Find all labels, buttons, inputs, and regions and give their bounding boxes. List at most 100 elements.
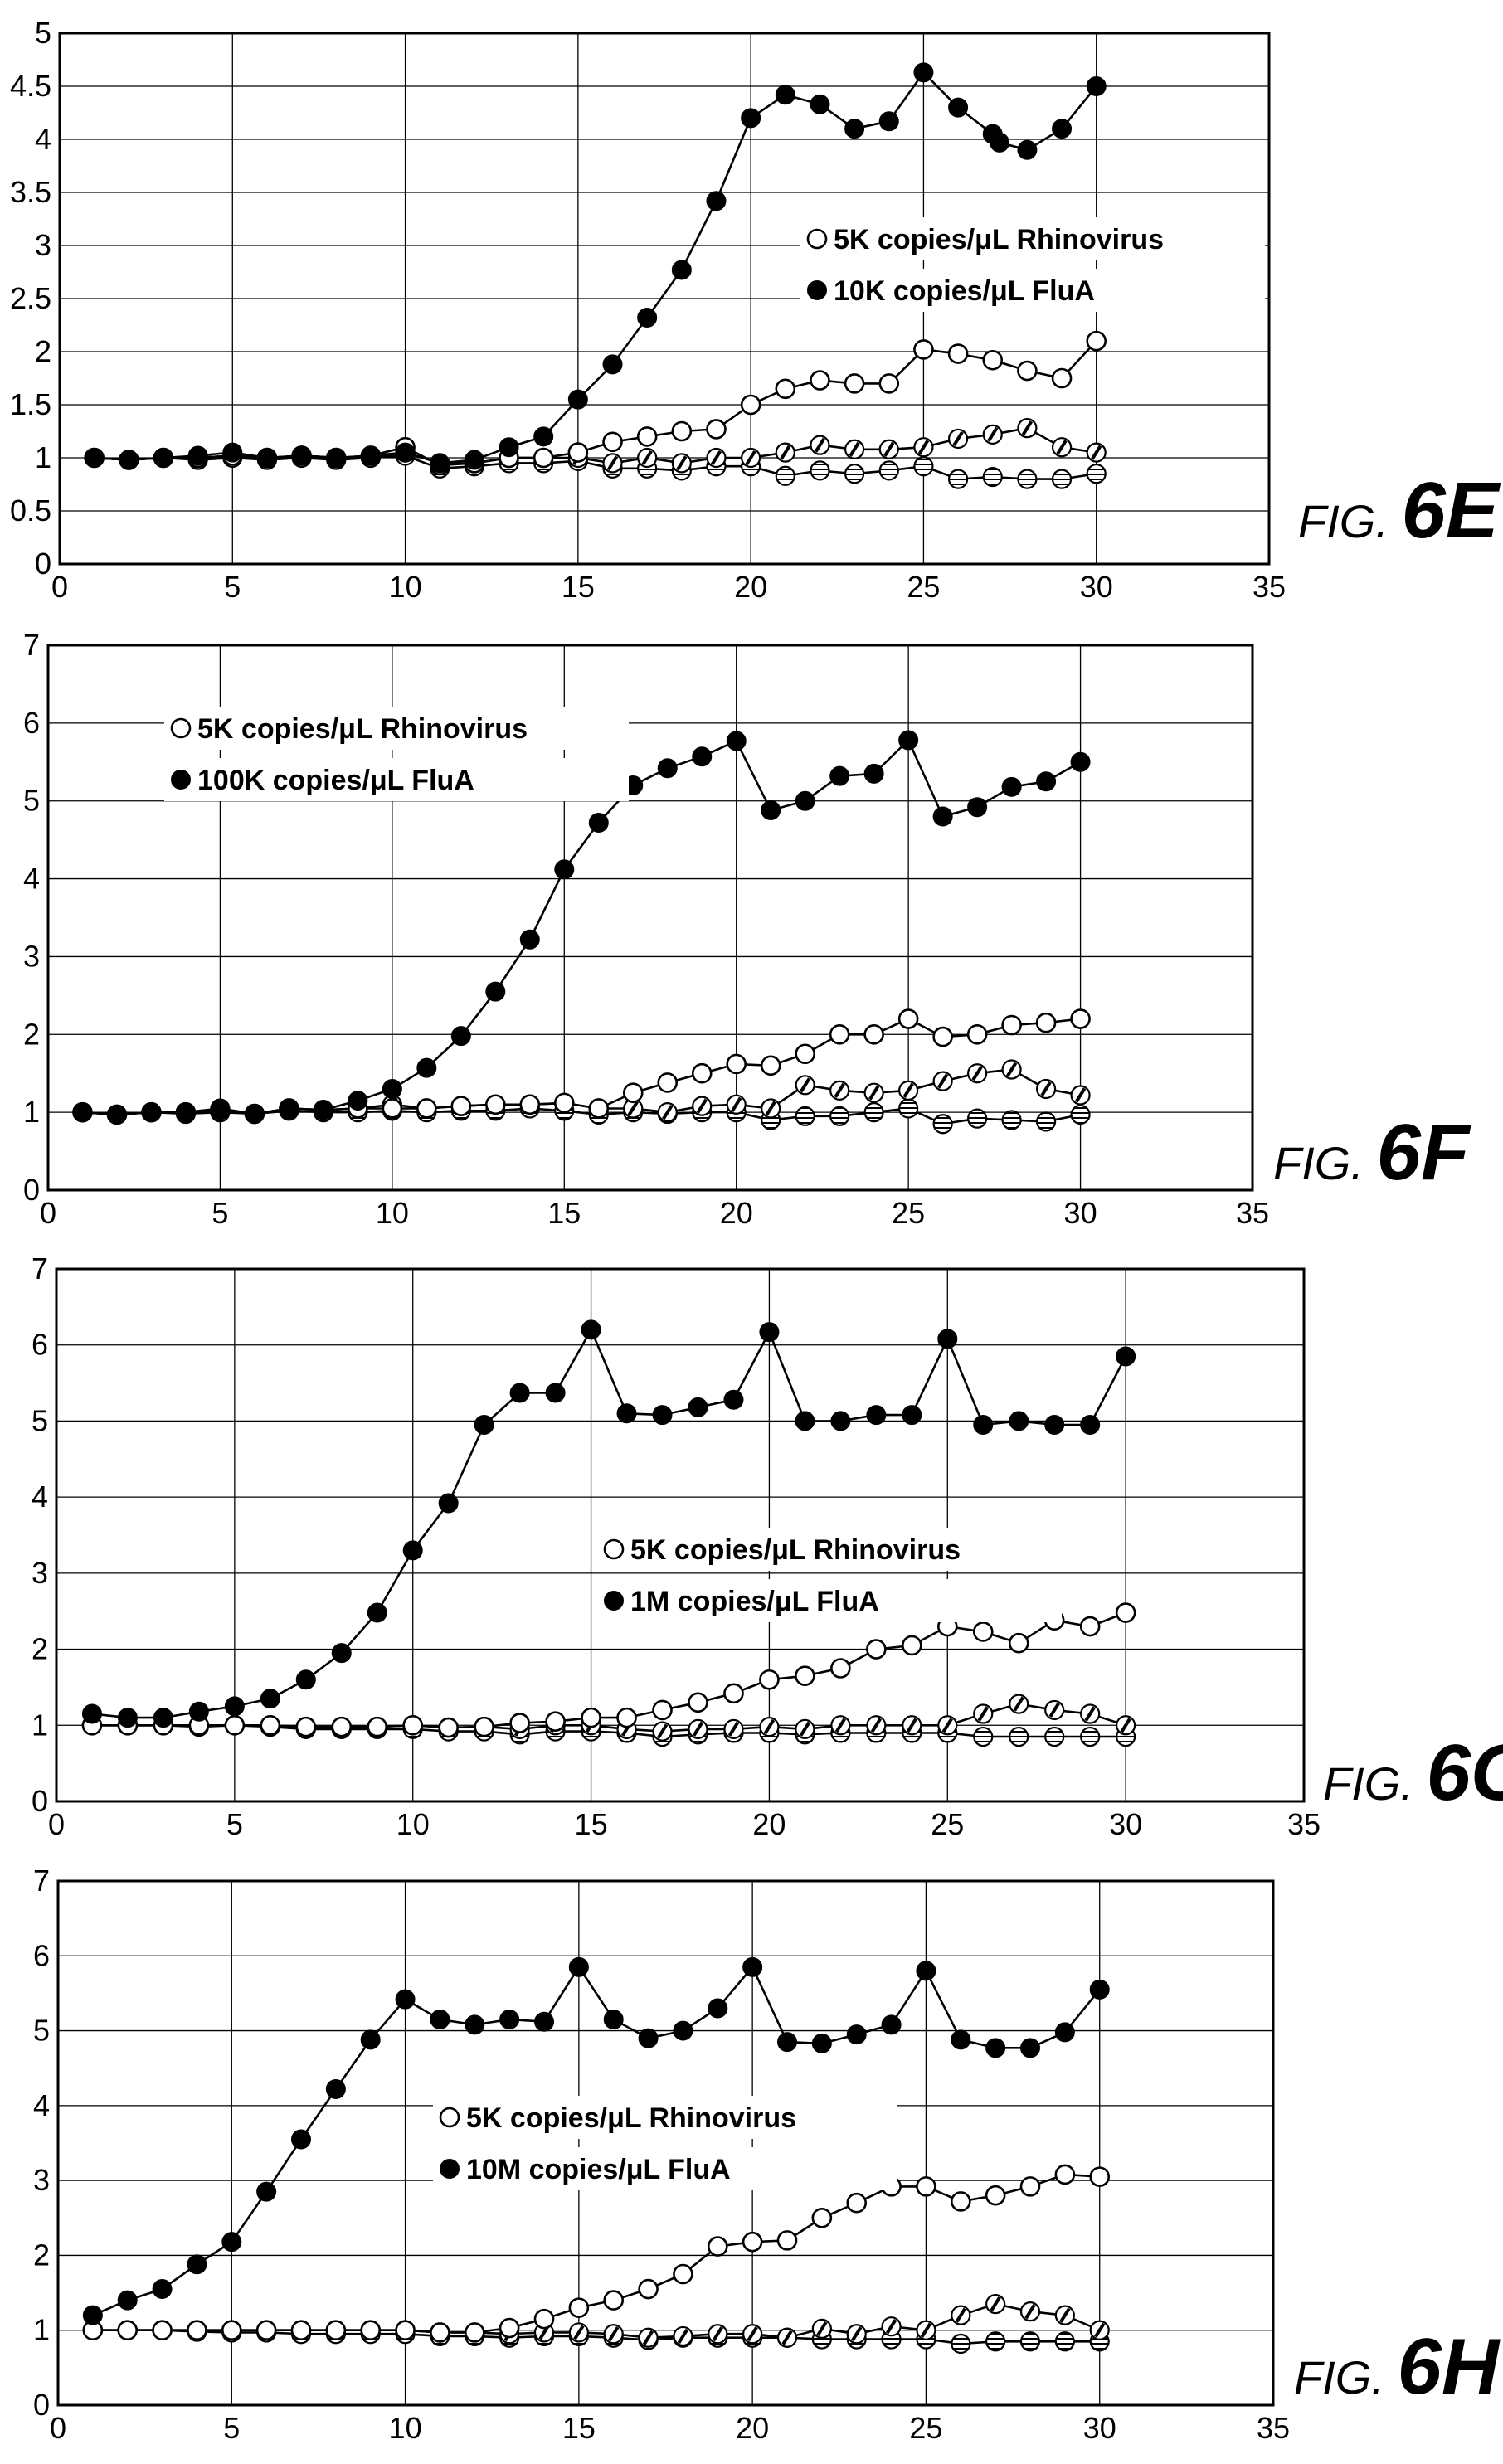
open-marker-dot <box>726 1053 747 1075</box>
data-point-open <box>331 1716 353 1737</box>
data-point-open <box>863 1023 884 1045</box>
y-tick-label: 3 <box>32 1556 48 1590</box>
data-point-filled <box>637 308 658 328</box>
y-tick-label: 3 <box>23 939 40 973</box>
open-marker-dot <box>588 1098 610 1119</box>
data-point-filled <box>499 437 519 458</box>
data-point-open <box>671 420 693 442</box>
slash-marker-stroke <box>834 1718 847 1733</box>
data-point-filled <box>244 1104 265 1125</box>
filled-marker-dot <box>440 2159 460 2179</box>
plot-frame <box>55 1267 1306 1803</box>
filled-marker-dot <box>175 1102 196 1123</box>
data-point-open <box>636 426 658 447</box>
slash-marker-stroke <box>1091 445 1102 460</box>
figure-label: FIG. 6E <box>1298 466 1501 555</box>
data-point-filled <box>106 1104 127 1125</box>
y-tick-label: 6 <box>32 1328 48 1362</box>
filled-marker-dot <box>673 2020 693 2041</box>
filled-marker-dot <box>474 1415 494 1436</box>
open-marker-dot <box>1070 1008 1091 1029</box>
data-point-open <box>972 1621 994 1642</box>
open-marker-dot <box>152 2320 173 2341</box>
filled-marker-dot <box>657 758 678 779</box>
data-point-filled <box>1089 1979 1110 2000</box>
data-point-open <box>723 1683 744 1704</box>
data-point-filled <box>742 1956 763 1977</box>
data-point-filled <box>795 790 815 811</box>
slash-marker-stroke <box>868 1085 880 1101</box>
data-point-slash <box>898 1080 919 1101</box>
plot-frame <box>56 1879 1275 2407</box>
data-point-open <box>1008 1632 1029 1654</box>
data-point-open <box>913 339 934 360</box>
data-point-hatched <box>795 1106 815 1126</box>
x-tick-label: 10 <box>389 570 422 604</box>
data-point-open <box>509 1713 530 1733</box>
data-point-slash <box>673 2325 693 2347</box>
data-point-filled <box>726 731 747 751</box>
open-marker-dot <box>671 420 693 442</box>
open-marker-dot <box>499 2317 520 2339</box>
legend-entry-background <box>800 217 1265 260</box>
data-point-open <box>187 2320 207 2341</box>
data-point-open <box>1019 2176 1041 2197</box>
figure-label: FIG. 6H <box>1294 2322 1501 2411</box>
data-point-slash <box>881 2316 902 2337</box>
data-point-open <box>430 2322 450 2343</box>
filled-marker-dot <box>187 2254 207 2275</box>
data-point-filled <box>723 1389 744 1410</box>
filled-marker-dot <box>688 1397 708 1417</box>
hatched-marker-dot <box>1035 1111 1057 1132</box>
filled-marker-dot <box>844 119 865 139</box>
data-point-open <box>1079 1616 1101 1637</box>
data-point-filled <box>175 1102 196 1123</box>
filled-marker-dot <box>741 108 761 129</box>
open-marker-dot <box>603 2290 625 2311</box>
data-point-filled <box>692 746 713 767</box>
data-point-filled <box>260 1689 280 1709</box>
open-marker-dot <box>439 2107 460 2128</box>
open-marker-dot <box>603 1538 625 1560</box>
data-point-slash <box>1035 1078 1057 1100</box>
data-point-open <box>878 373 900 394</box>
data-point-filled <box>153 448 173 468</box>
data-point-open <box>224 1714 246 1736</box>
slash-marker-stroke <box>641 450 653 466</box>
filled-marker-dot <box>119 450 139 470</box>
y-tick-label: 5 <box>35 16 51 50</box>
x-tick-label: 30 <box>1064 1196 1097 1230</box>
y-tick-label: 1 <box>35 440 51 474</box>
data-point-open <box>568 2297 590 2318</box>
data-point-filled <box>948 97 969 118</box>
data-point-open <box>916 2176 936 2197</box>
data-point-open <box>485 1094 506 1115</box>
open-marker-dot <box>464 2322 485 2343</box>
open-marker-dot <box>950 2191 971 2212</box>
open-marker-dot <box>581 1707 601 1728</box>
filled-marker-dot <box>638 2028 659 2048</box>
data-point-slash <box>846 2324 867 2345</box>
slash-marker-stroke <box>816 2321 828 2336</box>
filled-marker-dot <box>829 765 850 786</box>
filled-marker-dot <box>187 445 208 466</box>
data-point-hatched <box>985 2331 1006 2352</box>
slash-marker-stroke <box>692 1721 704 1737</box>
slash-marker-stroke <box>727 1721 740 1737</box>
data-point-slash <box>1054 2305 1075 2325</box>
filled-marker-dot <box>948 97 969 118</box>
open-marker-dot <box>806 228 828 250</box>
filled-marker-dot <box>581 1319 601 1340</box>
hatched-marker-dot <box>1054 2331 1075 2352</box>
data-point-slash <box>967 1063 988 1084</box>
data-point-open <box>1070 1008 1091 1029</box>
chart-panel-6f: 0 5 10 15 20 25 30 35 0 1 2 3 4 5 6 7 5K copies/μL Rhino… <box>0 614 1503 1237</box>
slash-marker-stroke <box>677 2328 689 2344</box>
data-point-filled <box>430 2010 450 2030</box>
data-point-filled <box>291 445 312 466</box>
open-marker-dot <box>760 1055 781 1076</box>
data-point-filled <box>741 108 761 129</box>
open-marker-dot <box>947 343 969 364</box>
open-marker-dot <box>913 339 934 360</box>
open-marker-dot <box>759 1669 780 1690</box>
